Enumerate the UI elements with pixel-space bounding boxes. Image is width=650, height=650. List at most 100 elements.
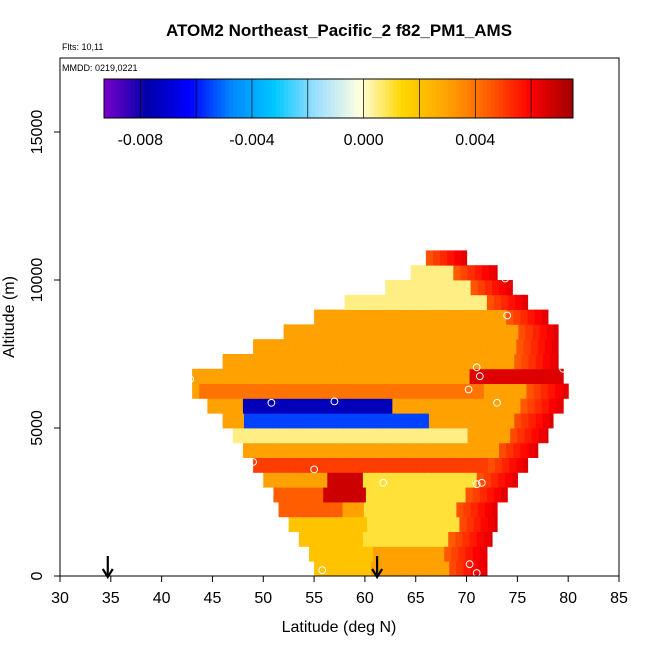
heatmap-cell: [312, 324, 320, 340]
heatmap-cell: [249, 383, 257, 399]
colorbar-segment: [451, 79, 457, 118]
heatmap-cell: [284, 368, 293, 384]
heatmap-cell: [326, 324, 334, 340]
heatmap-cell: [348, 531, 357, 547]
heatmap-cell: [405, 472, 414, 488]
heatmap-cell: [243, 413, 252, 429]
heatmap-cell: [334, 368, 343, 384]
heatmap-cell: [449, 561, 457, 577]
heatmap-cell: [344, 294, 353, 310]
heatmap-cell: [466, 457, 475, 473]
heatmap-cell: [309, 546, 317, 562]
heatmap-cell: [487, 516, 496, 532]
heatmap-cell: [390, 324, 399, 340]
heatmap-cell: [471, 413, 480, 429]
heatmap-cell: [355, 368, 364, 384]
colorbar-segment: [526, 79, 531, 118]
x-tick-label: 80: [559, 590, 577, 607]
heatmap-cell: [358, 487, 367, 503]
heatmap-cell: [484, 309, 493, 325]
heatmap-cell: [395, 457, 404, 473]
colorbar-segment: [408, 79, 414, 118]
heatmap-cell: [405, 368, 414, 384]
heatmap-cell: [394, 546, 403, 562]
heatmap-cell: [241, 383, 250, 399]
heatmap-cell: [499, 442, 507, 458]
heatmap-cell: [253, 457, 261, 473]
heatmap-cell: [448, 531, 456, 547]
heatmap-cell: [234, 368, 243, 384]
heatmap-cell: [473, 516, 482, 532]
heatmap-cell: [278, 398, 287, 414]
heatmap-cell: [540, 368, 549, 384]
heatmap-cell: [488, 265, 497, 281]
heatmap-cell: [425, 250, 434, 266]
heatmap-cell: [482, 324, 491, 340]
heatmap-cell: [467, 428, 476, 444]
heatmap-cell: [358, 294, 367, 310]
heatmap-cell: [329, 413, 338, 429]
heatmap-cell: [512, 383, 520, 399]
heatmap-cell: [251, 413, 259, 429]
heatmap-cell: [242, 442, 251, 458]
heatmap-cell: [562, 368, 564, 384]
heatmap-cell: [498, 383, 506, 399]
heatmap-cell: [265, 413, 274, 429]
heatmap-cell: [408, 294, 417, 310]
heatmap-cell: [548, 398, 557, 414]
heatmap-cell: [554, 368, 563, 384]
plot-frame: [59, 57, 620, 577]
colorbar-segment: [135, 79, 140, 118]
colorbar-segment: [287, 79, 293, 118]
colorbar-segment: [213, 79, 218, 118]
heatmap-cell: [388, 457, 396, 473]
heatmap-cell: [476, 383, 485, 399]
heatmap-cell: [394, 487, 403, 503]
heatmap-cell: [357, 354, 366, 370]
heatmap-cell: [345, 516, 354, 532]
heatmap-cell: [294, 487, 303, 503]
colorbar-segment: [545, 79, 551, 118]
heatmap-cell: [428, 354, 437, 370]
heatmap-cell: [356, 309, 365, 325]
heatmap-cell: [385, 502, 393, 518]
colorbar-segment: [514, 79, 519, 118]
heatmap-cell: [471, 354, 480, 370]
x-tick-label: 30: [51, 590, 69, 607]
heatmap-cell: [452, 516, 461, 532]
heatmap-cell: [519, 383, 528, 399]
heatmap-cell: [502, 339, 510, 355]
heatmap-cell: [520, 398, 529, 414]
heatmap-cell: [398, 472, 407, 488]
heatmap-cell: [345, 339, 354, 355]
heatmap-cell: [338, 516, 347, 532]
heatmap-cell: [492, 354, 501, 370]
heatmap-cell: [420, 502, 429, 518]
heatmap-cell: [380, 487, 388, 503]
heatmap-cell: [506, 398, 514, 414]
heatmap-cell: [514, 354, 523, 370]
heatmap-cell: [500, 413, 508, 429]
heatmap-cell: [409, 516, 418, 532]
heatmap-cell: [523, 457, 529, 473]
heatmap-cell: [483, 368, 492, 384]
heatmap-cell: [333, 324, 342, 340]
heatmap-cell: [343, 354, 352, 370]
heatmap-cell: [385, 280, 393, 296]
heatmap-cell: [304, 324, 313, 340]
heatmap-cell: [261, 428, 269, 444]
heatmap-cell: [207, 398, 216, 414]
heatmap-cell: [449, 442, 457, 458]
colorbar-segment: [178, 79, 183, 118]
heatmap-cell: [524, 428, 533, 444]
heatmap-cell: [457, 354, 466, 370]
sample-point: [472, 363, 481, 372]
heatmap-cell: [356, 561, 365, 577]
heatmap-cell: [362, 383, 371, 399]
heatmap-cell: [342, 398, 351, 414]
heatmap-cell: [499, 398, 507, 414]
colorbar-segment: [354, 79, 359, 118]
heatmap-cell: [484, 561, 488, 577]
colorbar-segment: [412, 79, 418, 118]
colorbar-segment: [561, 79, 566, 118]
